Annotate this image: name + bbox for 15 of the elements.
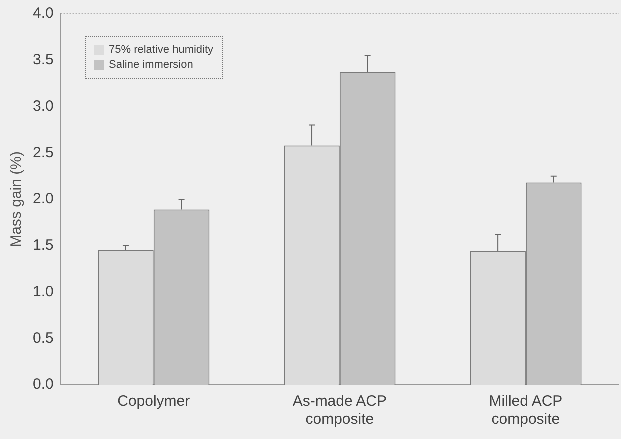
y-tick-label: 2.5 <box>32 144 54 162</box>
x-tick-label: Copolymer <box>118 393 190 410</box>
y-tick-label: 1.0 <box>32 283 54 300</box>
y-tick-label: 3.5 <box>32 52 54 69</box>
legend-label: Saline immersion <box>109 59 194 71</box>
x-tick-label: As-made ACP composite <box>292 393 388 428</box>
y-axis-title: Mass gain (%) <box>8 152 26 248</box>
y-tick-label: 4.0 <box>32 5 54 22</box>
legend-label: 75% relative humidity <box>109 44 214 56</box>
y-tick-label: 1.5 <box>32 237 54 254</box>
y-tick-label: 0.5 <box>32 330 54 347</box>
y-tick-label: 2.0 <box>32 190 54 208</box>
x-tick-label: Milled ACP composite <box>489 393 563 428</box>
y-tick-label: 0.0 <box>32 376 54 394</box>
y-tick-label: 3.0 <box>32 98 54 115</box>
